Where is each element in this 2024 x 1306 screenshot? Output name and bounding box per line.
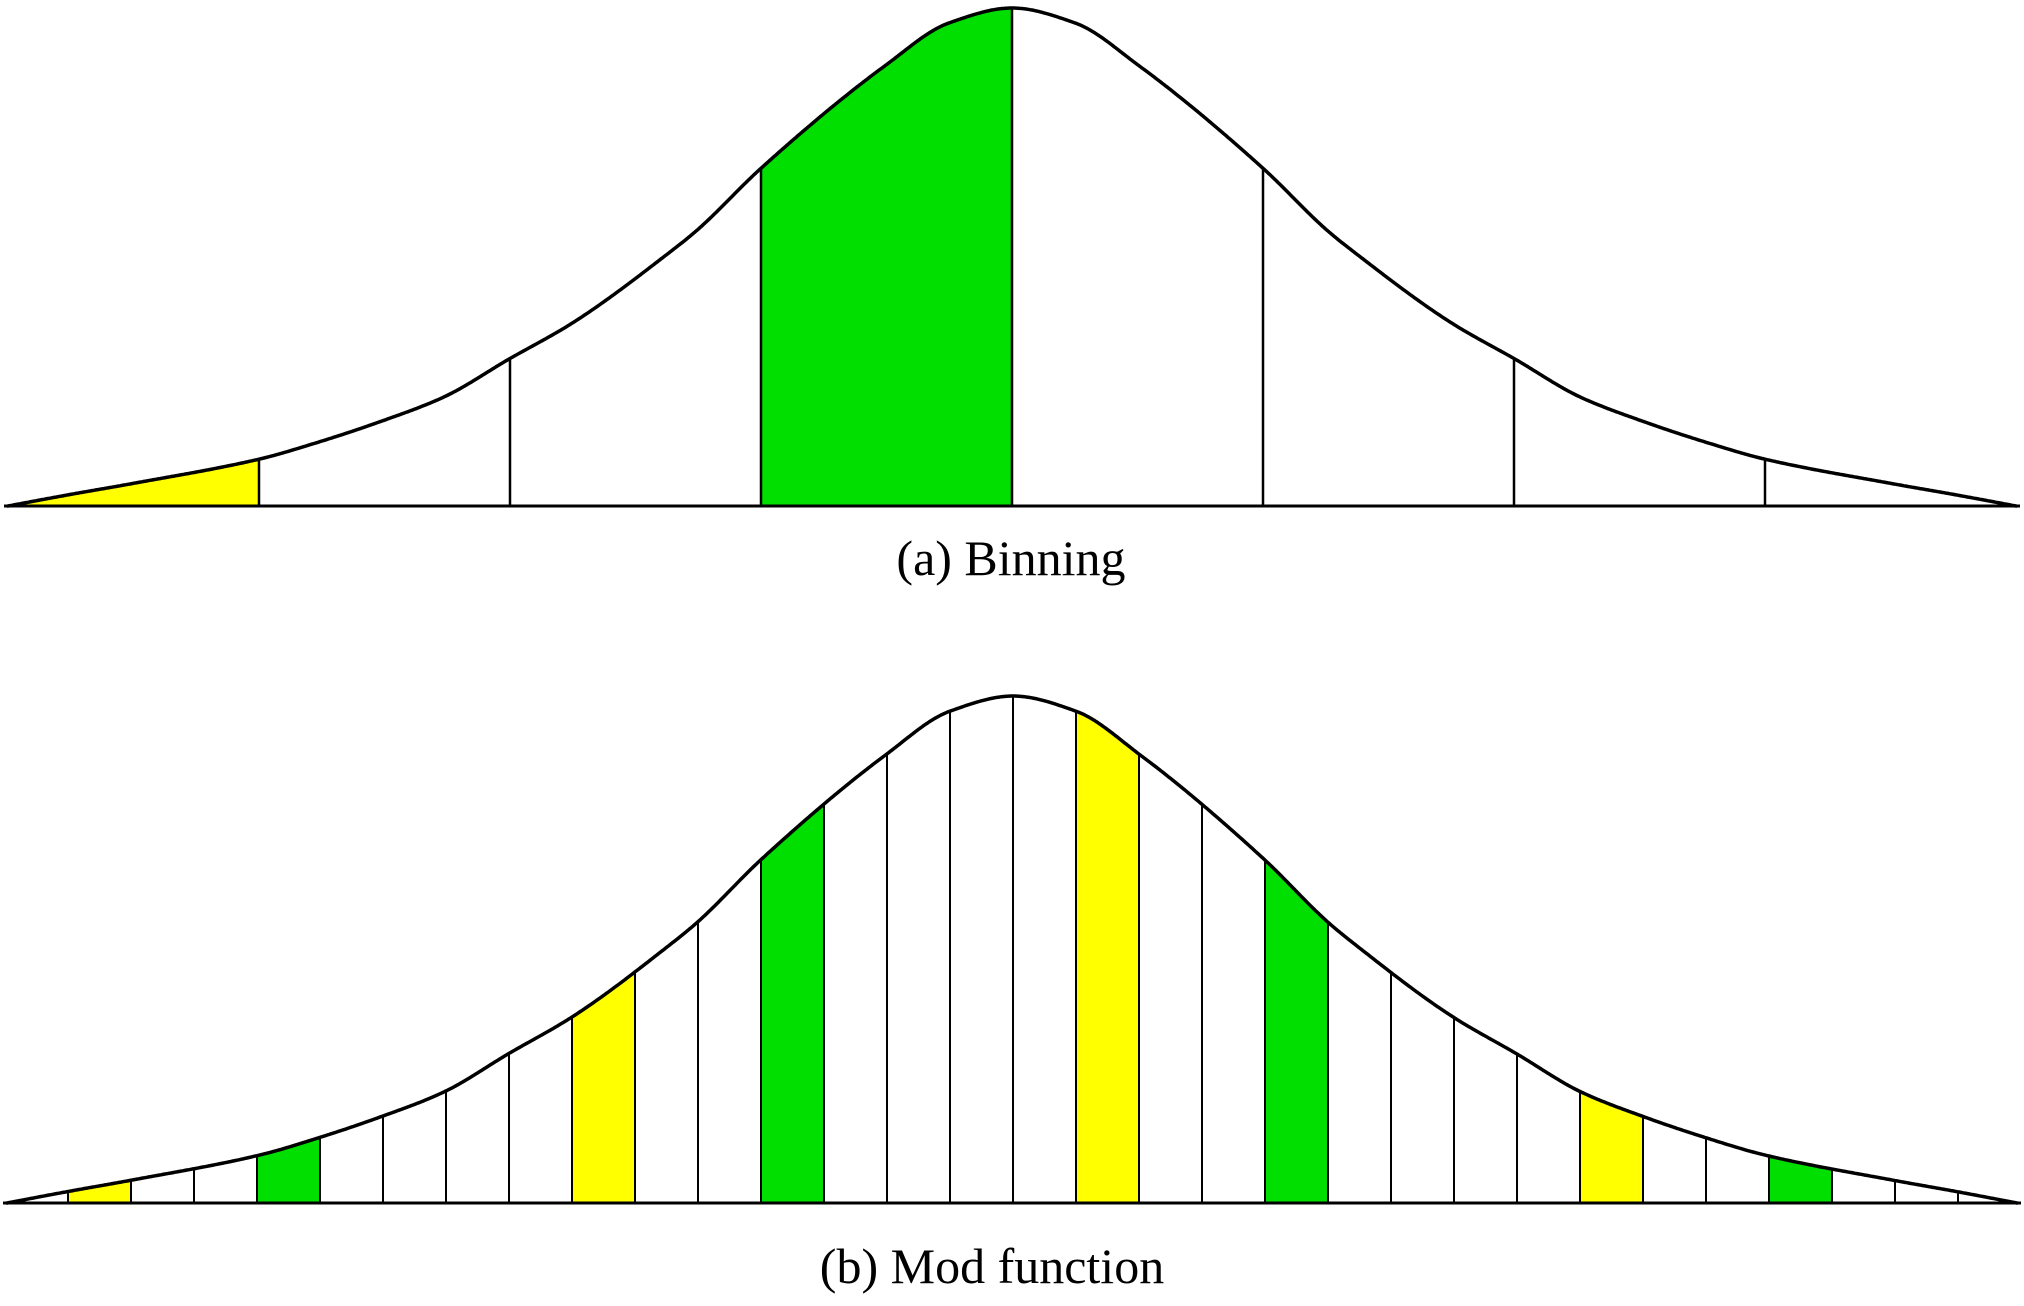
panel-b-caption: (b) Mod function bbox=[819, 1238, 1165, 1294]
strip-fill-yellow bbox=[1076, 711, 1139, 1203]
panel-b-mod-chart bbox=[3, 694, 2021, 1205]
bell-curve-mod bbox=[5, 694, 2019, 1205]
strip-fill-green bbox=[1265, 860, 1328, 1203]
strip-fill-yellow bbox=[572, 971, 635, 1203]
panel-a-binning-chart bbox=[4, 6, 2020, 508]
panel-a-caption: (a) Binning bbox=[896, 530, 1126, 586]
strip-fill-green bbox=[761, 804, 824, 1203]
bin-fill-yellow bbox=[8, 459, 259, 506]
bin-fill-green bbox=[761, 8, 1012, 506]
strip-fill-green bbox=[257, 1137, 320, 1203]
strip-fill-yellow bbox=[1580, 1091, 1643, 1203]
bell-curve-binning bbox=[6, 6, 2018, 508]
strip-fill-yellow bbox=[68, 1180, 131, 1203]
